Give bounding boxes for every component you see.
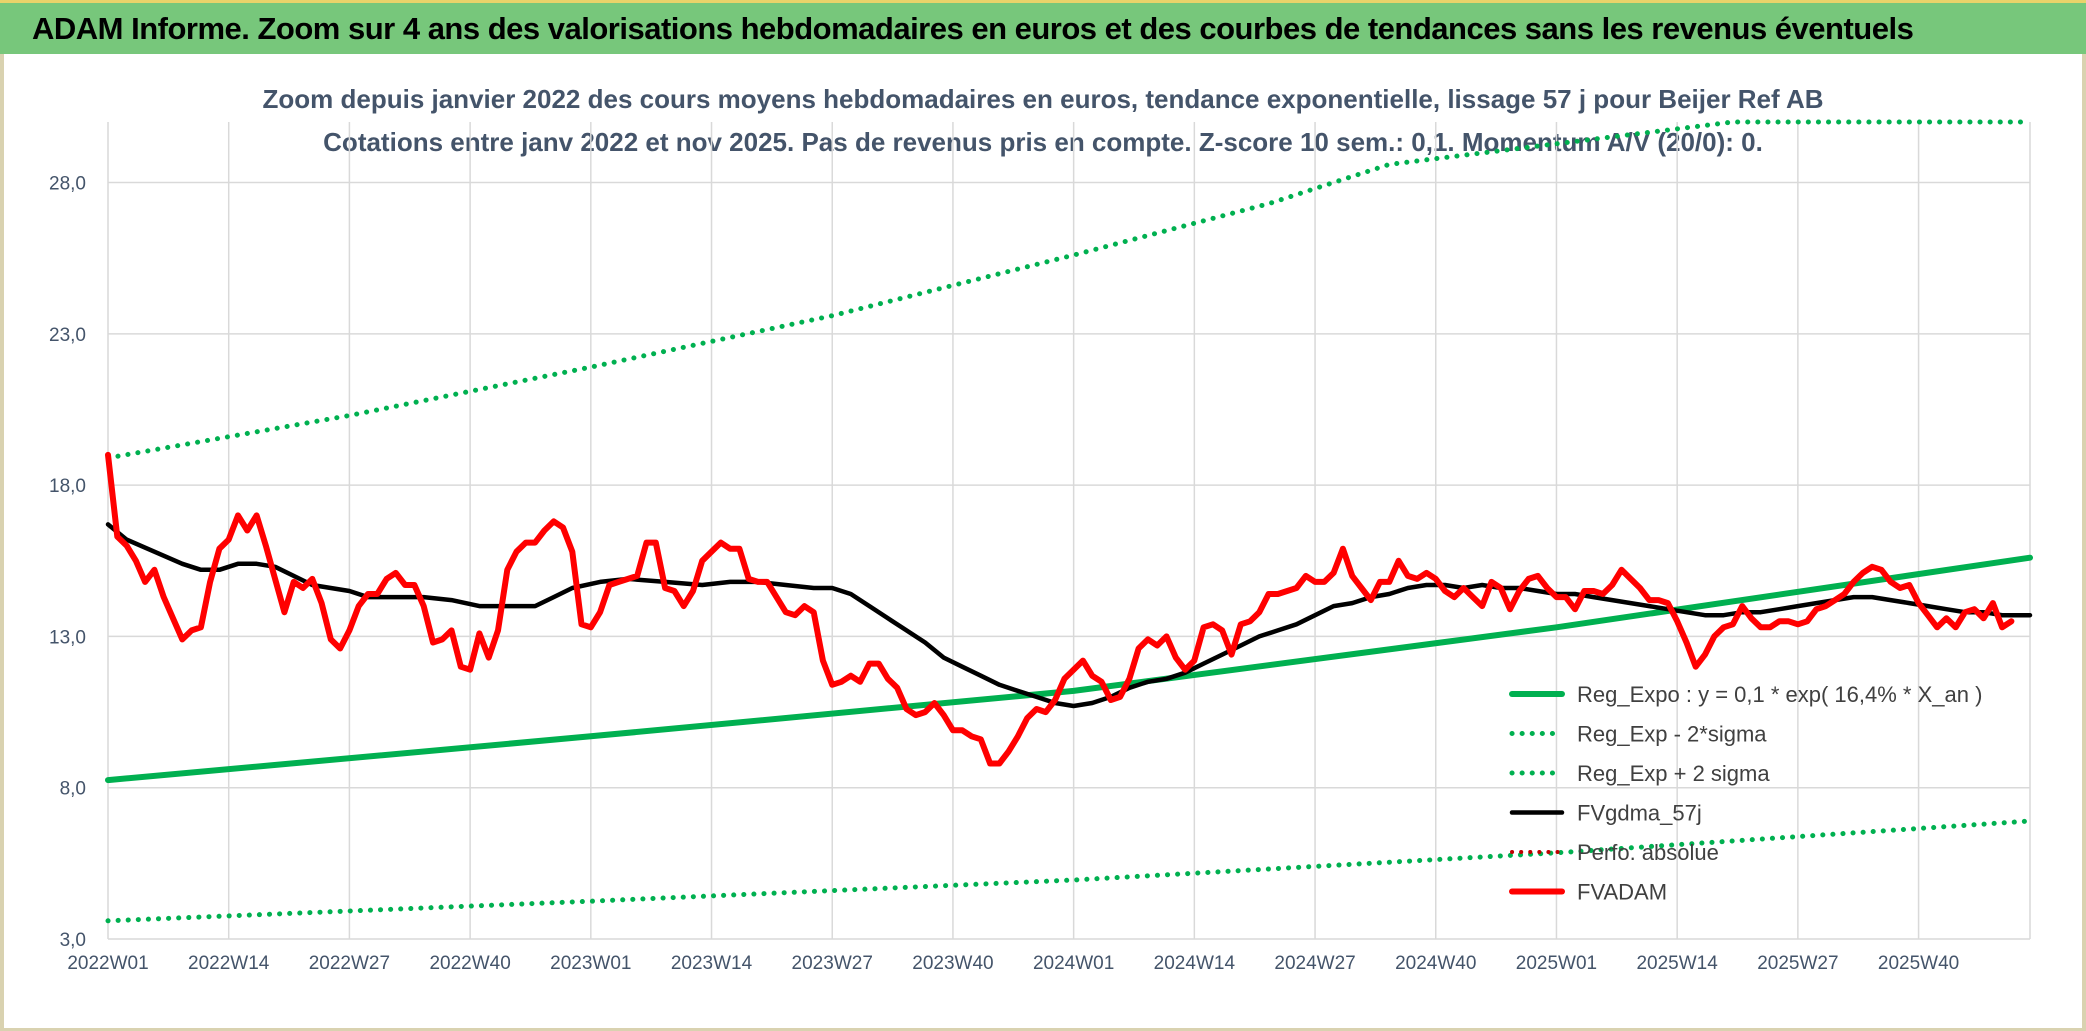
- legend-label-fvgdma: FVgdma_57j: [1577, 801, 1702, 826]
- legend-label-reg-expo: Reg_Expo : y = 0,1 * exp( 16,4% * X_an ): [1577, 682, 1982, 707]
- x-tick-label: 2025W40: [1878, 953, 1959, 974]
- x-tick-label: 2022W27: [309, 953, 390, 974]
- x-tick-label: 2023W01: [550, 953, 631, 974]
- x-tick-label: 2025W01: [1516, 953, 1597, 974]
- series-line-lower-band: [105, 818, 2033, 924]
- x-tick-label: 2024W40: [1395, 953, 1476, 974]
- y-tick-label: 23,0: [49, 325, 86, 346]
- x-tick-label: 2022W01: [67, 953, 148, 974]
- series-line-fvadam: [105, 451, 2015, 767]
- banner-title: ADAM Informe. Zoom sur 4 ans des valoris…: [32, 11, 1914, 46]
- x-tick-label: 2025W14: [1636, 953, 1718, 974]
- x-axis: 2022W01 2022W14 2022W27 2022W40 2023W01 2023W…: [67, 953, 1959, 974]
- x-tick-label: 2025W27: [1757, 953, 1838, 974]
- x-tick-label: 2023W27: [792, 953, 873, 974]
- series-line-reg-expo: [105, 554, 2033, 784]
- series-line-upper-band: [105, 119, 2033, 461]
- y-tick-label: 8,0: [60, 779, 86, 800]
- legend-label-upper-band: Reg_Exp + 2 sigma: [1577, 761, 1770, 786]
- x-tick-label: 2023W40: [912, 953, 993, 974]
- chart-frame: [0, 54, 2086, 1031]
- x-tick-label: 2024W27: [1274, 953, 1355, 974]
- gridlines: [107, 122, 2031, 940]
- x-tick-label: 2024W01: [1033, 953, 1114, 974]
- chart-title: Zoom depuis janvier 2022 des cours moyen…: [262, 84, 1824, 114]
- x-tick-label: 2024W14: [1154, 953, 1236, 974]
- series-layer: [105, 119, 2033, 924]
- x-tick-label: 2023W14: [671, 953, 753, 974]
- y-tick-label: 28,0: [49, 174, 86, 195]
- y-axis: 3,0 8,0 13,0 18,0 23,0 28,0: [49, 174, 86, 951]
- legend-label-fvadam: FVADAM: [1577, 880, 1667, 905]
- y-tick-label: 3,0: [60, 930, 86, 951]
- chart-subtitle: Cotations entre janv 2022 et nov 2025. P…: [323, 127, 1763, 157]
- legend-label-perfo: Perfo. absolue: [1577, 840, 1719, 865]
- series-line-fvgdma: [105, 522, 2033, 709]
- legend: Reg_Expo : y = 0,1 * exp( 16,4% * X_an )…: [1509, 682, 1982, 905]
- x-tick-label: 2022W14: [188, 953, 270, 974]
- report-banner: ADAM Informe. Zoom sur 4 ans des valoris…: [0, 0, 2086, 54]
- y-tick-label: 18,0: [49, 476, 86, 497]
- y-tick-label: 13,0: [49, 627, 86, 648]
- legend-label-lower-band: Reg_Exp - 2*sigma: [1577, 722, 1767, 747]
- x-tick-label: 2022W40: [429, 953, 510, 974]
